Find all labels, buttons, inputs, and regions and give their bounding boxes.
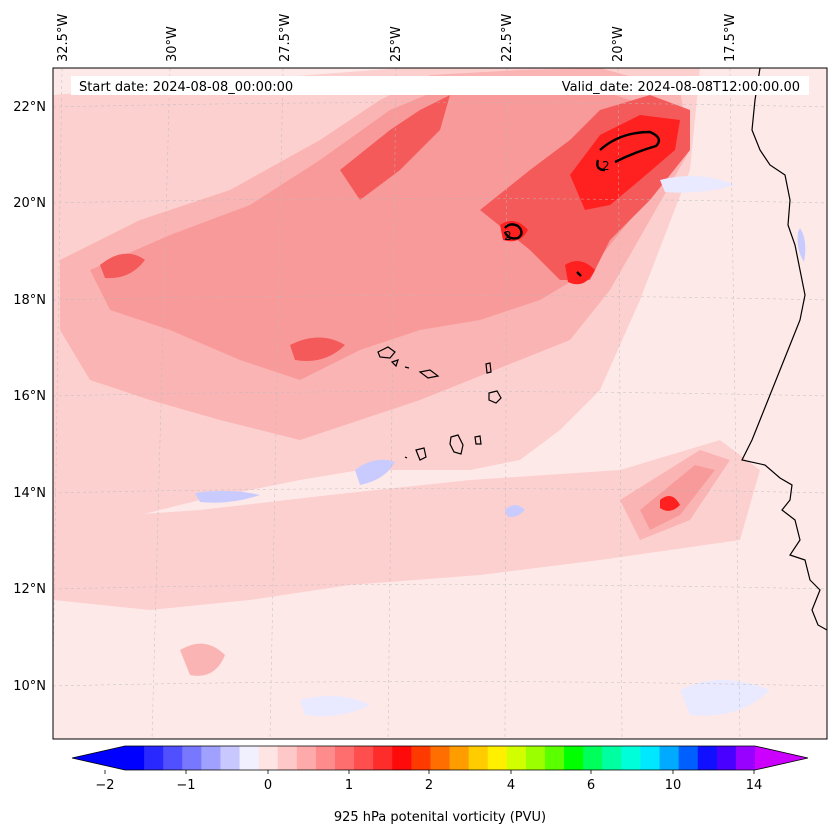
colorbar-tick-label: 0 [264, 778, 272, 793]
pv-core-3 [565, 261, 595, 285]
graticule [53, 68, 827, 739]
contour-label-2: 2 [504, 229, 512, 243]
colorbar-cell [525, 746, 546, 770]
colorbar-cell [545, 746, 565, 770]
lon-label-32-5w: 32.5°W [56, 14, 71, 62]
colorbar-cells [125, 746, 756, 770]
lon-label-22-5w: 22.5°W [500, 14, 515, 62]
latitude-labels: 22°N 20°N 18°N 16°N 14°N 12°N 10°N [13, 100, 46, 694]
lon-label-27-5w: 27.5°W [278, 14, 293, 62]
pv-contour-2 [503, 130, 661, 277]
africa-coastline [741, 68, 827, 631]
date-banner [71, 76, 809, 95]
colorbar-cell [430, 746, 451, 770]
colorbar-tick-label: 10 [665, 778, 682, 793]
colorbar-cell [258, 746, 279, 770]
colorbar-ticks: −2 −1 0 1 2 4 6 10 14 [95, 770, 762, 793]
colorbar-cell [697, 746, 718, 770]
colorbar-tick-label: 4 [507, 778, 515, 793]
lon-label-17-5w: 17.5°W [723, 14, 738, 62]
colorbar-cell [583, 746, 603, 770]
start-date-label: Start date: 2024-08-08_00:00:00 [79, 80, 293, 95]
pv-negative-6 [300, 696, 370, 717]
colorbar-tick-label: 1 [345, 778, 353, 793]
lat-label-16n: 16°N [13, 389, 46, 404]
colorbar-tick-label: −1 [176, 778, 195, 793]
pv-patch-south-2 [180, 643, 225, 676]
colorbar-cell [296, 746, 317, 770]
pv-patch-west [100, 253, 145, 279]
lat-label-22n: 22°N [13, 100, 46, 115]
colorbar-cell [640, 746, 661, 770]
colorbar-cell [602, 746, 622, 770]
lat-label-12n: 12°N [13, 582, 46, 597]
colorbar-cell [220, 746, 241, 770]
colorbar-cell [468, 746, 489, 770]
colorbar-tick-label: 14 [746, 778, 763, 793]
pv-streak-south [640, 465, 715, 530]
colorbar-title: 925 hPa potenital vorticity (PVU) [334, 810, 546, 825]
lat-label-20n: 20°N [13, 196, 46, 211]
colorbar-cell [678, 746, 699, 770]
lon-label-30w: 30°W [165, 26, 180, 62]
lat-label-10n: 10°N [13, 679, 46, 694]
colorbar-cell [315, 746, 336, 770]
pv-negative-7 [660, 176, 735, 193]
colorbar-cell [735, 746, 756, 770]
pv-core [570, 115, 680, 210]
colorbar-extend-right [755, 746, 808, 770]
pv-negative-4 [797, 228, 806, 262]
colorbar-cell [411, 746, 431, 770]
colorbar-tick-label: −2 [95, 778, 114, 793]
colorbar-tick-label: 6 [587, 778, 595, 793]
colorbar-cell [201, 746, 221, 770]
pv-field-salmon [90, 80, 670, 380]
colorbar-outline [71, 745, 809, 771]
colorbar-cell [449, 746, 470, 770]
pv-negative-5 [680, 680, 770, 716]
colorbar-cell [659, 746, 680, 770]
lat-label-18n: 18°N [13, 293, 46, 308]
map-frame [52, 67, 828, 740]
pv-negative-1 [355, 459, 395, 485]
colorbar-extend-left [72, 746, 125, 770]
cape-verde-islands [377, 346, 502, 461]
colorbar-tick-label: 2 [425, 778, 433, 793]
colorbar: −2 −1 0 1 2 4 6 10 14 925 hPa potenital vorticit… [71, 745, 809, 825]
valid-date-label: Valid_date: 2024-08-08T12:00:00.00 [562, 80, 800, 95]
lon-label-25w: 25°W [389, 26, 404, 62]
colorbar-cell [125, 746, 145, 770]
contour-label: 2 [602, 159, 610, 173]
colorbar-cell [239, 746, 260, 770]
pv-negative-3 [505, 505, 525, 518]
colorbar-cell [373, 746, 393, 770]
pv-field-south-light [53, 440, 760, 610]
colorbar-cell [716, 746, 737, 770]
colorbar-cell [182, 746, 202, 770]
colorbar-cell [354, 746, 374, 770]
colorbar-cell [621, 746, 641, 770]
pv-patch-mid [290, 337, 345, 361]
colorbar-cell [487, 746, 508, 770]
colorbar-cell [144, 746, 164, 770]
colorbar-cell [335, 746, 355, 770]
colorbar-cell [506, 746, 527, 770]
lon-label-20w: 20°W [611, 26, 626, 62]
pv-core-4 [660, 496, 680, 511]
colorbar-cell [564, 746, 584, 770]
colorbar-cell [277, 746, 298, 770]
longitude-labels: 32.5°W 30°W 27.5°W 25°W 22.5°W 20°W 17.5… [56, 14, 738, 62]
map-panel: 2 2 Start date: 2024-08-08_00:00:00 Vali… [53, 68, 827, 739]
lat-label-14n: 14°N [13, 486, 46, 501]
colorbar-cell [392, 746, 412, 770]
colorbar-cell [163, 746, 183, 770]
pv-negative-2 [195, 490, 260, 503]
